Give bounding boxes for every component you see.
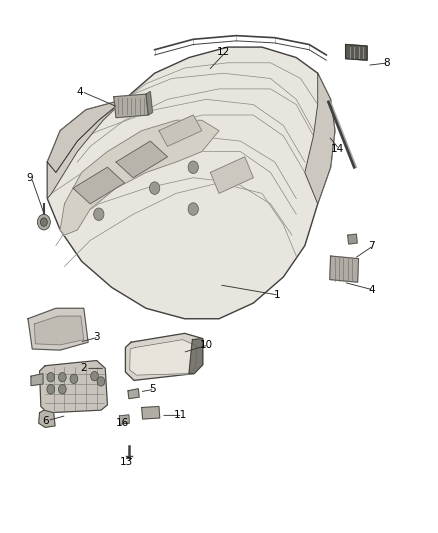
Text: 12: 12 bbox=[217, 47, 230, 58]
Circle shape bbox=[149, 182, 160, 195]
Circle shape bbox=[188, 203, 198, 215]
Text: 7: 7 bbox=[368, 240, 374, 251]
Polygon shape bbox=[39, 410, 55, 427]
Polygon shape bbox=[39, 360, 107, 413]
Polygon shape bbox=[146, 92, 152, 115]
Polygon shape bbox=[31, 374, 43, 385]
Circle shape bbox=[47, 373, 55, 382]
Polygon shape bbox=[346, 45, 367, 60]
Polygon shape bbox=[348, 234, 357, 244]
Text: 5: 5 bbox=[149, 384, 156, 394]
Circle shape bbox=[97, 377, 105, 386]
Polygon shape bbox=[210, 157, 253, 193]
Polygon shape bbox=[125, 333, 203, 381]
Polygon shape bbox=[142, 407, 160, 419]
Polygon shape bbox=[73, 167, 124, 204]
Text: 6: 6 bbox=[42, 416, 49, 425]
Circle shape bbox=[188, 161, 198, 174]
Circle shape bbox=[70, 374, 78, 384]
Polygon shape bbox=[47, 99, 124, 199]
Text: 8: 8 bbox=[383, 58, 390, 68]
Text: 11: 11 bbox=[174, 410, 187, 421]
Text: 2: 2 bbox=[81, 364, 87, 373]
Polygon shape bbox=[114, 94, 148, 118]
Circle shape bbox=[58, 384, 66, 394]
Polygon shape bbox=[128, 389, 139, 399]
Polygon shape bbox=[47, 99, 124, 173]
Circle shape bbox=[58, 373, 66, 382]
Polygon shape bbox=[189, 338, 203, 374]
Text: 14: 14 bbox=[330, 144, 344, 154]
Text: 10: 10 bbox=[200, 340, 213, 350]
Polygon shape bbox=[120, 415, 129, 424]
Text: 3: 3 bbox=[93, 332, 100, 342]
Circle shape bbox=[91, 372, 99, 381]
Polygon shape bbox=[47, 47, 335, 319]
Polygon shape bbox=[159, 115, 202, 147]
Circle shape bbox=[37, 214, 50, 230]
Text: 13: 13 bbox=[120, 457, 133, 467]
Polygon shape bbox=[130, 340, 197, 375]
Polygon shape bbox=[330, 256, 358, 282]
Text: 4: 4 bbox=[76, 86, 83, 96]
Circle shape bbox=[47, 384, 55, 394]
Text: 1: 1 bbox=[274, 290, 280, 300]
Polygon shape bbox=[116, 141, 167, 177]
Text: 4: 4 bbox=[368, 285, 374, 295]
Polygon shape bbox=[60, 120, 219, 235]
Circle shape bbox=[94, 208, 104, 221]
Text: 16: 16 bbox=[116, 418, 129, 428]
Polygon shape bbox=[35, 316, 84, 345]
Text: 9: 9 bbox=[26, 173, 32, 183]
Polygon shape bbox=[28, 308, 88, 350]
Polygon shape bbox=[305, 73, 335, 204]
Circle shape bbox=[40, 218, 47, 227]
